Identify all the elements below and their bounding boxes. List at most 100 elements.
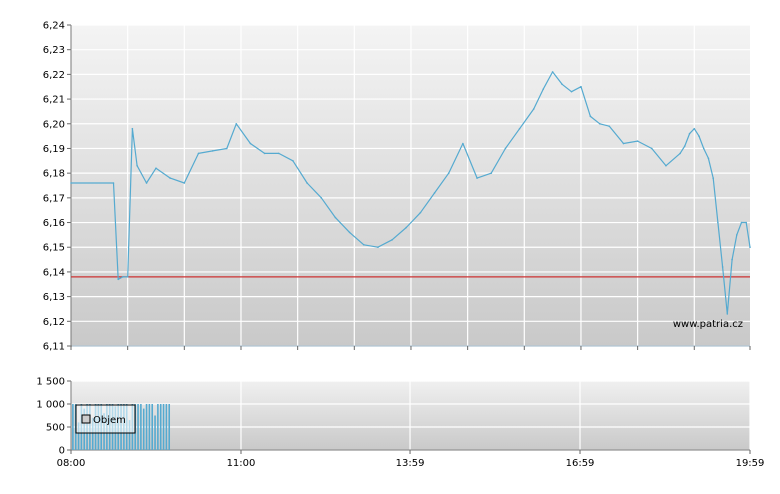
price-data-point [707, 157, 710, 160]
price-data-point [122, 276, 124, 278]
price-y-tick-label: 6,17 [43, 193, 65, 204]
price-data-point [277, 152, 280, 155]
price-data-point [306, 182, 308, 184]
price-data-point [731, 258, 733, 261]
price-data-point [183, 182, 186, 184]
volume-y-tick-label: 1 500 [36, 377, 65, 388]
price-data-point [693, 127, 696, 130]
price-data-point [292, 160, 294, 162]
price-y-tick-label: 6,20 [43, 119, 65, 130]
volume-bar [128, 420, 131, 450]
price-data-point [717, 221, 719, 224]
price-data-point [362, 243, 365, 246]
price-data-point [518, 127, 521, 130]
price-data-point [532, 108, 535, 110]
price-data-point [405, 226, 408, 229]
price-data-point [570, 90, 573, 93]
volume-bar [145, 404, 148, 450]
volume-bar [159, 404, 162, 450]
price-y-tick-label: 6,11 [43, 342, 65, 353]
price-data-point [650, 147, 653, 150]
price-data-point [126, 276, 129, 278]
price-y-tick-label: 6,13 [43, 292, 65, 303]
price-data-point [702, 147, 705, 150]
price-data-point [542, 88, 544, 90]
price-data-point [580, 85, 582, 88]
price-data-point [504, 147, 507, 150]
price-y-tick-label: 6,12 [43, 317, 65, 328]
volume-bar [140, 404, 142, 450]
price-data-point [608, 125, 611, 128]
volume-bar [154, 415, 156, 450]
price-data-point [679, 152, 681, 155]
x-tick-label: 19:59 [736, 458, 765, 469]
price-y-tick-label: 6,23 [43, 45, 65, 56]
x-tick-label: 08:00 [57, 458, 86, 469]
volume-bar [72, 404, 74, 450]
volume-bar [165, 404, 168, 450]
price-series-line [71, 71, 751, 315]
price-data-point [745, 221, 748, 224]
volume-y-tick-label: 0 [59, 446, 65, 457]
price-data-point [348, 231, 351, 234]
price-data-point [419, 211, 422, 214]
price-data-point [155, 167, 157, 170]
volume-legend: Objem [75, 404, 136, 434]
price-data-point [235, 122, 238, 125]
volume-y-tick-label: 500 [46, 423, 65, 434]
legend-swatch [81, 414, 91, 424]
price-data-point [740, 221, 743, 224]
volume-bar [137, 404, 139, 450]
volume-bar [148, 404, 151, 450]
price-data-point [721, 266, 724, 268]
watermark-text: www.patria.cz [673, 319, 743, 330]
price-data-point [551, 71, 554, 73]
price-data-point [377, 246, 379, 249]
price-data-point [226, 147, 228, 150]
price-data-point [622, 142, 625, 145]
price-data-point [665, 164, 667, 167]
price-y-tick-label: 6,22 [43, 70, 65, 81]
price-panel: 6,11 6,12 6,13 6,14 6,15 6,16 6,17 6,18 6,19 6,20… [43, 21, 751, 353]
price-data-point [476, 177, 478, 179]
x-tick-label: 16:59 [566, 458, 595, 469]
price-data-point [334, 216, 337, 219]
price-data-point [249, 142, 252, 145]
price-data-point [688, 132, 691, 135]
volume-bar [157, 404, 159, 450]
volume-bar [168, 404, 171, 450]
price-data-point [433, 192, 436, 194]
price-data-point [636, 140, 639, 142]
x-tick-label: 11:00 [227, 458, 256, 469]
price-data-point [561, 83, 563, 86]
price-data-point [320, 197, 323, 199]
price-data-point [136, 164, 138, 167]
x-tick-label: 13:59 [396, 458, 425, 469]
price-data-point [749, 246, 751, 249]
price-y-tick-label: 6,24 [43, 21, 65, 32]
price-data-point [684, 145, 686, 147]
volume-bar [162, 404, 165, 450]
price-data-point [599, 122, 601, 125]
price-data-point [589, 115, 592, 118]
price-data-point [131, 127, 134, 130]
price-data-point [462, 142, 464, 145]
price-y-tick-label: 6,21 [43, 95, 65, 106]
price-data-point [490, 172, 493, 174]
price-y-tick-label: 6,15 [43, 243, 65, 254]
volume-panel: 1 500 1 000 500 008:00 11:00 13:59 16:59 19:59 O… [36, 377, 764, 470]
price-data-point [145, 182, 148, 184]
price-y-tick-label: 6,16 [43, 218, 65, 229]
price-data-point [712, 177, 714, 179]
price-y-tick-label: 6,18 [43, 169, 65, 180]
price-data-point [447, 172, 450, 174]
legend-label: Objem [93, 415, 126, 426]
volume-bar [77, 422, 80, 450]
volume-y-tick-label: 1 000 [36, 400, 65, 411]
price-data-point [698, 135, 700, 137]
price-data-point [70, 182, 72, 184]
price-data-point [735, 234, 738, 236]
price-y-tick-label: 6,19 [43, 144, 65, 155]
